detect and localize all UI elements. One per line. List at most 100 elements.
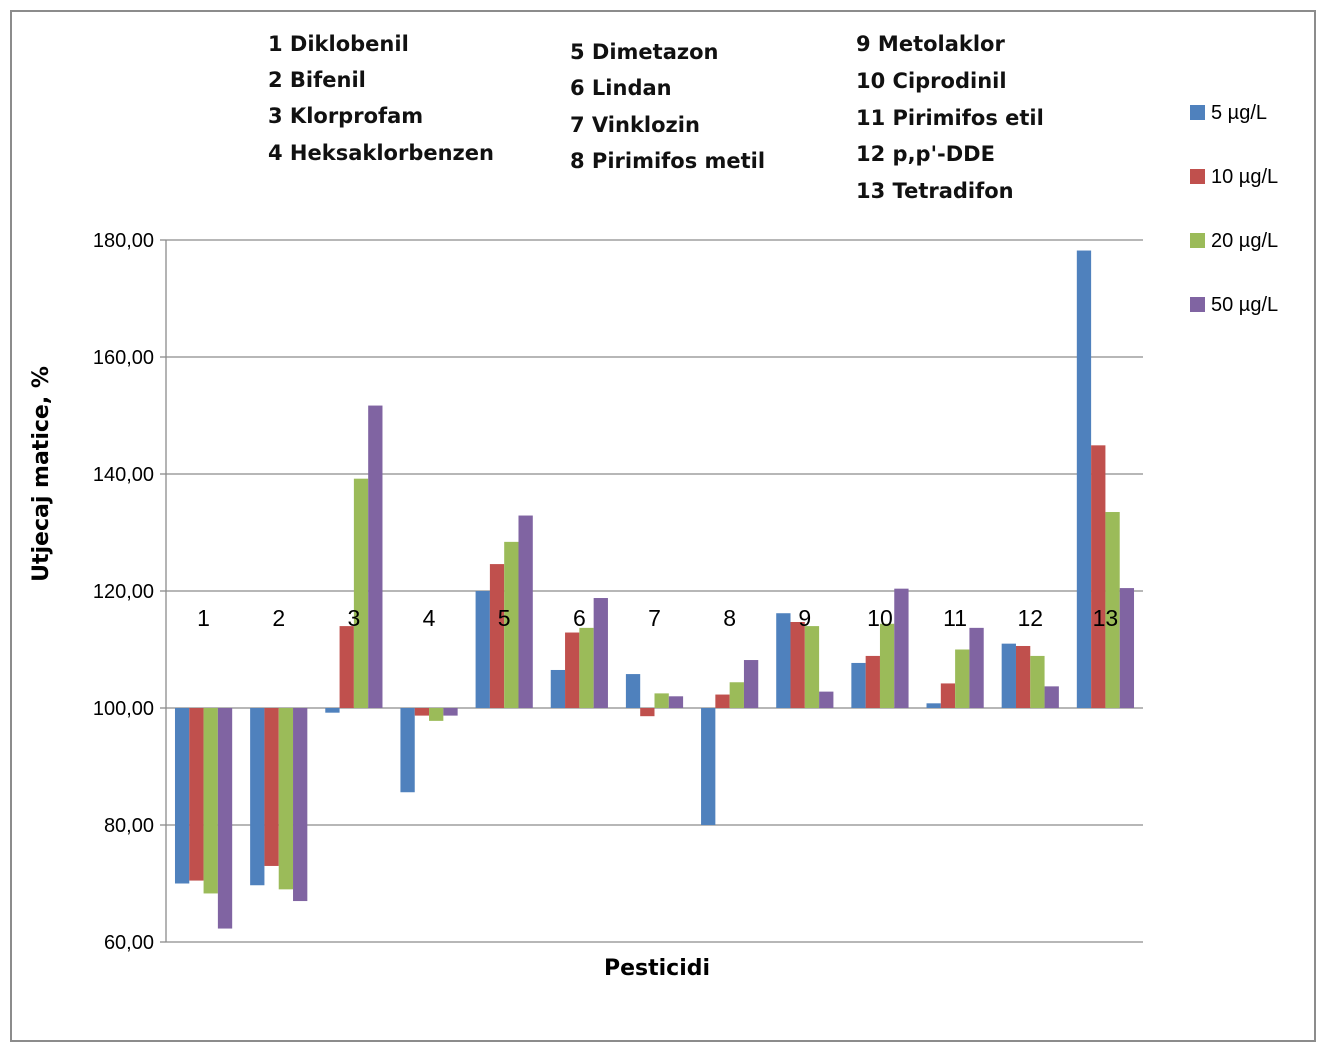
legend-label: 50 µg/L — [1211, 294, 1278, 316]
bar-5-series-3 — [504, 541, 519, 708]
y-tick-label: 180,00 — [93, 230, 154, 252]
category-label: 13 — [1093, 605, 1119, 631]
annotation-8: 8 Pirimifos metil — [570, 149, 766, 173]
bar-12-series-1 — [1001, 643, 1016, 708]
legend: 5 µg/L 10 µg/L 20 µg/L 50 µg/L — [1190, 102, 1278, 316]
bar-6-series-2 — [565, 632, 580, 708]
category-label: 1 — [197, 605, 210, 631]
bar-10-series-3 — [879, 623, 895, 708]
category-label: 4 — [423, 605, 436, 631]
bar-1-series-3 — [203, 708, 218, 894]
category-label: 5 — [498, 605, 511, 631]
annotation-7: 7 Vinklozin — [570, 113, 700, 137]
bar-13-series-3 — [1105, 512, 1120, 708]
bar-11-series-2 — [940, 683, 956, 708]
category-label: 10 — [867, 605, 893, 631]
bar-9-series-1 — [776, 613, 791, 708]
annotation-12: 12 p,p'-DDE — [856, 142, 995, 166]
bar-13-series-1 — [1076, 250, 1092, 708]
annotation-6: 6 Lindan — [570, 76, 672, 100]
y-axis-label: Utjecaj matice, % — [29, 366, 54, 582]
bar-11-series-3 — [955, 649, 970, 708]
bar-7-series-1 — [625, 674, 641, 708]
category-label: 2 — [272, 605, 285, 631]
y-tick-label: 140,00 — [93, 464, 154, 486]
bar-8-series-3 — [729, 682, 744, 708]
bar-1-series-1 — [174, 708, 190, 884]
bar-2-series-3 — [278, 708, 294, 890]
bar-3-series-2 — [339, 626, 354, 708]
bar-10-series-4 — [894, 588, 909, 708]
legend-swatch — [1190, 297, 1205, 312]
y-tick-label: 120,00 — [93, 581, 154, 603]
bar-6-series-4 — [593, 598, 608, 708]
bar-13-series-2 — [1091, 445, 1106, 708]
bar-7-series-2 — [640, 708, 655, 717]
x-axis-label: Pesticidi — [604, 956, 710, 981]
bar-6-series-3 — [579, 627, 594, 708]
annotation-5: 5 Dimetazon — [570, 40, 719, 64]
bar-11-series-4 — [969, 627, 984, 708]
grid-lines — [160, 239, 1143, 943]
annotation-3: 3 Klorprofam — [268, 104, 424, 128]
annotation-4: 4 Heksaklorbenzen — [268, 141, 494, 165]
bar-1-series-2 — [189, 708, 204, 881]
bar-3-series-3 — [353, 478, 369, 708]
bar-8-series-4 — [743, 660, 759, 708]
bar-4-series-3 — [429, 708, 444, 721]
bar-7-series-3 — [654, 693, 669, 709]
legend-label: 10 µg/L — [1211, 166, 1278, 188]
category-label: 3 — [347, 605, 360, 631]
bar-8-series-1 — [701, 708, 716, 825]
bar-2-series-2 — [264, 708, 279, 866]
y-tick-labels: 60,00 80,00 100,00 120,00 140,00 160,00 180,00 — [93, 230, 154, 954]
annotation-10: 10 Ciprodinil — [856, 69, 1007, 93]
legend-swatch — [1190, 105, 1205, 120]
category-labels: 1 2 3 4 5 6 7 8 9 10 11 12 13 — [197, 605, 1118, 631]
category-label: 8 — [723, 605, 736, 631]
bar-9-series-3 — [804, 626, 820, 708]
bar-5-series-4 — [518, 515, 533, 708]
bar-12-series-4 — [1044, 686, 1059, 708]
bar-4-series-4 — [443, 708, 458, 716]
bar-7-series-4 — [668, 696, 684, 708]
legend-label: 20 µg/L — [1211, 230, 1278, 252]
annotation-1: 1 Diklobenil — [268, 32, 409, 56]
bar-9-series-2 — [790, 622, 805, 708]
y-tick-label: 160,00 — [93, 347, 154, 369]
bar-2-series-1 — [250, 708, 265, 886]
category-label: 12 — [1017, 605, 1043, 631]
bar-10-series-1 — [851, 662, 866, 708]
annotation-13: 13 Tetradifon — [856, 179, 1014, 203]
bar-4-series-2 — [414, 708, 430, 716]
bar-12-series-2 — [1015, 645, 1031, 708]
bar-2-series-4 — [293, 708, 308, 902]
category-label: 7 — [648, 605, 661, 631]
bars — [174, 250, 1135, 929]
bar-4-series-1 — [400, 708, 415, 793]
annotation-9: 9 Metolaklor — [856, 32, 1005, 56]
y-tick-label: 80,00 — [104, 815, 154, 837]
legend-label: 5 µg/L — [1211, 102, 1267, 124]
bar-11-series-1 — [926, 703, 941, 708]
category-label: 9 — [798, 605, 811, 631]
bar-12-series-3 — [1030, 655, 1045, 708]
bar-9-series-4 — [819, 691, 834, 708]
category-label: 6 — [573, 605, 586, 631]
bar-6-series-1 — [550, 669, 566, 708]
bar-3-series-4 — [368, 405, 383, 708]
annotation-2: 2 Bifenil — [268, 68, 366, 92]
bar-5-series-2 — [489, 564, 505, 708]
legend-swatch — [1190, 233, 1205, 248]
category-label: 11 — [943, 605, 967, 631]
annotation-11: 11 Pirimifos etil — [856, 106, 1044, 130]
bar-13-series-4 — [1119, 588, 1135, 708]
bar-10-series-2 — [865, 655, 880, 708]
bar-8-series-2 — [715, 694, 730, 708]
legend-swatch — [1190, 169, 1205, 184]
bar-5-series-1 — [475, 591, 490, 708]
chart-frame — [10, 10, 1316, 1042]
y-tick-label: 100,00 — [93, 698, 154, 720]
bar-3-series-1 — [325, 708, 340, 713]
